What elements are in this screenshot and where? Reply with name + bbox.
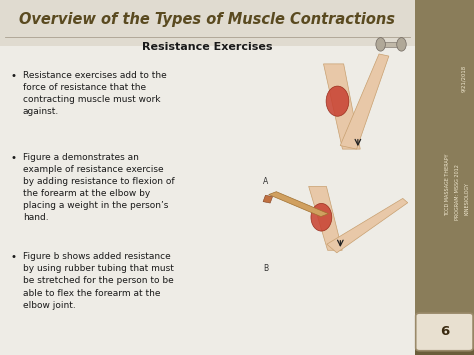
Polygon shape (323, 64, 360, 149)
Bar (0, 0, 415, 46)
Ellipse shape (376, 38, 385, 51)
Text: KINESIOLOGY: KINESIOLOGY (465, 182, 469, 215)
Bar (415, 0, 474, 355)
Bar (0, 46, 415, 355)
Text: Figure b shows added resistance
by using rubber tubing that must
be stretched fo: Figure b shows added resistance by using… (23, 252, 173, 310)
Text: •: • (10, 71, 17, 81)
Text: PROGRAM: MSSG 2012: PROGRAM: MSSG 2012 (455, 164, 460, 220)
Bar (415, 320, 474, 355)
Text: 9/21/2018: 9/21/2018 (461, 65, 466, 92)
Polygon shape (269, 192, 328, 217)
Text: B: B (263, 264, 268, 273)
Text: Resistance Exercises: Resistance Exercises (142, 42, 273, 52)
Bar (381, 42, 401, 47)
FancyBboxPatch shape (416, 313, 473, 351)
Text: Overview of the Types of Muscle Contractions: Overview of the Types of Muscle Contract… (19, 12, 395, 27)
Polygon shape (340, 54, 389, 149)
Ellipse shape (311, 203, 332, 231)
Polygon shape (327, 198, 408, 253)
Text: Resistance exercises add to the
force of resistance that the
contracting muscle : Resistance exercises add to the force of… (23, 71, 166, 116)
Text: Figure a demonstrates an
example of resistance exercise
by adding resistance to : Figure a demonstrates an example of resi… (23, 153, 174, 222)
Ellipse shape (326, 86, 349, 116)
Polygon shape (263, 195, 273, 203)
Text: 6: 6 (440, 326, 449, 338)
Text: •: • (10, 252, 17, 262)
Polygon shape (309, 186, 342, 250)
Ellipse shape (397, 38, 406, 51)
Text: A: A (263, 178, 268, 186)
Text: TCCD MASSAGE THERAPY: TCCD MASSAGE THERAPY (446, 153, 450, 216)
Text: •: • (10, 153, 17, 163)
